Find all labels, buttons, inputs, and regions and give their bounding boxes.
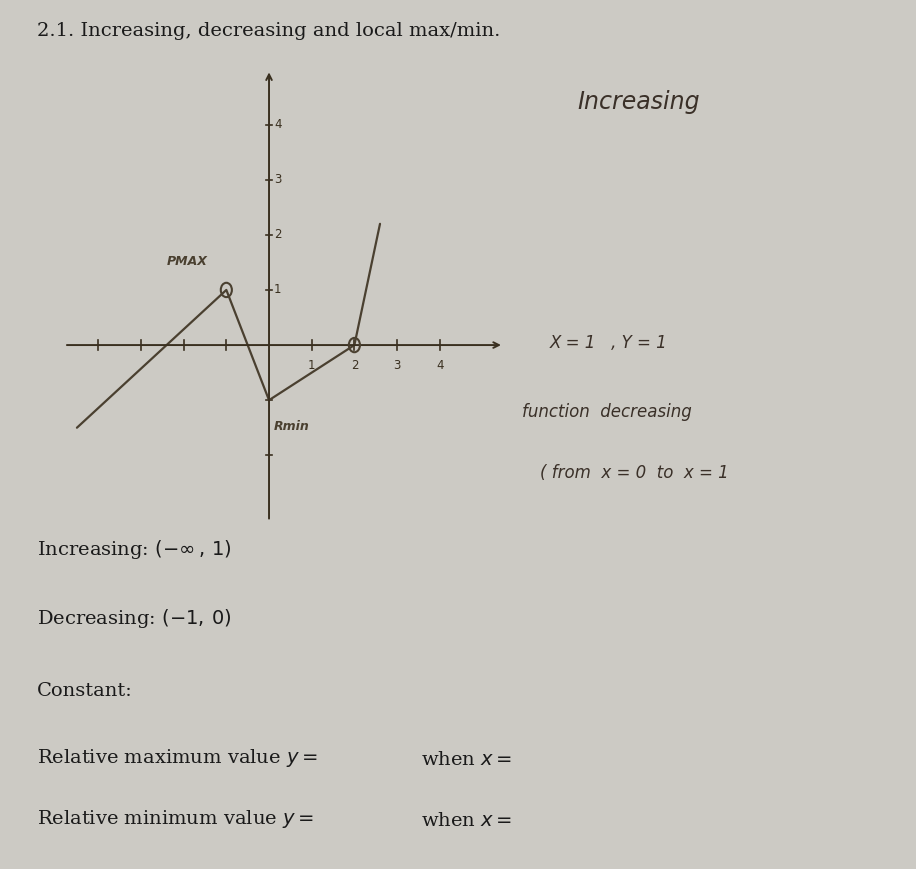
- Text: X = 1   , Y = 1: X = 1 , Y = 1: [550, 334, 668, 352]
- Text: Rmin: Rmin: [273, 421, 309, 434]
- Text: Decreasing: $(-1,\, 0)$: Decreasing: $(-1,\, 0)$: [37, 607, 231, 630]
- Text: Increasing: $(-\infty\, ,\, 1)$: Increasing: $(-\infty\, ,\, 1)$: [37, 538, 231, 561]
- Text: Relative minimum value $y =$: Relative minimum value $y =$: [37, 808, 313, 830]
- Text: 4: 4: [274, 118, 281, 131]
- Text: 2: 2: [274, 229, 281, 242]
- Text: Relative maximum value $y =$: Relative maximum value $y =$: [37, 747, 323, 769]
- Text: 3: 3: [274, 173, 281, 186]
- Text: when $x =$: when $x =$: [421, 812, 513, 830]
- Text: PMAX: PMAX: [167, 255, 207, 269]
- Text: Increasing: Increasing: [577, 90, 700, 114]
- Text: 3: 3: [393, 359, 401, 372]
- Text: 4: 4: [436, 359, 443, 372]
- Text: function  decreasing: function decreasing: [522, 403, 692, 421]
- Text: ( from  x = 0  to  x = 1: ( from x = 0 to x = 1: [540, 464, 729, 482]
- Text: 2: 2: [351, 359, 358, 372]
- Text: 1: 1: [308, 359, 315, 372]
- Text: 2.1. Increasing, decreasing and local max/min.: 2.1. Increasing, decreasing and local ma…: [37, 22, 500, 40]
- Text: 1: 1: [274, 283, 281, 296]
- Text: Constant:: Constant:: [37, 681, 133, 700]
- Text: when $x =$: when $x =$: [421, 751, 518, 769]
